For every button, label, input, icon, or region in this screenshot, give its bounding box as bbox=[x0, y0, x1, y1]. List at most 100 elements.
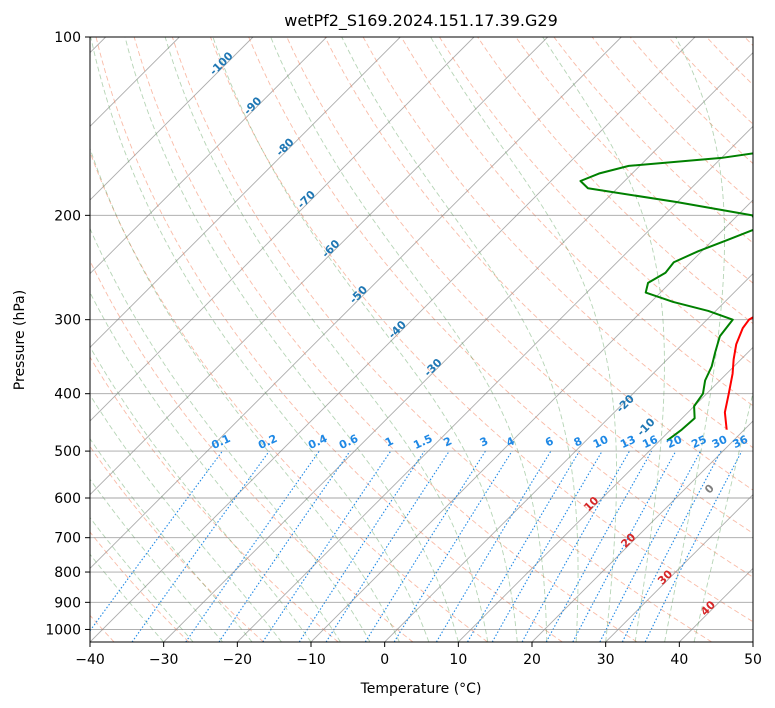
y-axis-label: Pressure (hPa) bbox=[12, 290, 28, 390]
dry-adiabat-line bbox=[553, 37, 753, 244]
mixing-ratio-label: 6 bbox=[543, 434, 556, 449]
x-tick-label: 10 bbox=[449, 652, 467, 668]
mixing-ratio-line bbox=[599, 450, 702, 642]
dewpoint-profile-line bbox=[579, 152, 753, 442]
moist-adiabat-line bbox=[90, 437, 253, 642]
isotherm-line bbox=[384, 273, 753, 642]
isotherm-label: -80 bbox=[273, 135, 296, 158]
mixing-ratio-label: 25 bbox=[689, 433, 708, 451]
mixing-ratio-label: 16 bbox=[640, 433, 660, 451]
x-tick-label: −20 bbox=[223, 652, 253, 668]
y-tick-label: 700 bbox=[54, 531, 81, 547]
mixing-ratio-label: 13 bbox=[618, 433, 637, 451]
mixing-ratio-line bbox=[521, 450, 630, 642]
moist-adiabat-line bbox=[341, 37, 579, 642]
mixing-ratio-line bbox=[644, 450, 743, 642]
isotherm-label: 20 bbox=[618, 530, 638, 550]
isotherm-line bbox=[163, 52, 753, 642]
x-tick-label: −30 bbox=[149, 652, 179, 668]
mixing-ratio-line bbox=[218, 450, 351, 642]
moist-adiabat-line bbox=[90, 394, 282, 642]
isotherm-label: -70 bbox=[295, 188, 318, 211]
moist-adiabat-line bbox=[90, 291, 341, 642]
moist-adiabat-line bbox=[90, 227, 371, 642]
y-tick-label: 900 bbox=[54, 595, 81, 611]
moist-adiabat-line bbox=[90, 345, 312, 642]
mixing-ratio-line bbox=[393, 450, 513, 642]
mixing-ratio-line bbox=[298, 450, 425, 642]
moist-adiabat-line bbox=[542, 37, 665, 642]
moist-adiabat-line bbox=[270, 37, 548, 642]
mixing-ratio-label: 3 bbox=[478, 434, 490, 449]
mixing-ratio-line bbox=[467, 450, 580, 642]
pressure-grid-lines bbox=[90, 37, 753, 630]
isotherm-line bbox=[90, 37, 327, 275]
moist-adiabat-line bbox=[90, 37, 430, 642]
isotherm-line bbox=[90, 37, 475, 422]
moist-adiabat-line bbox=[164, 37, 489, 642]
isotherm-line bbox=[90, 37, 548, 496]
dry-adiabat-line bbox=[515, 37, 753, 284]
dry-adiabat-line bbox=[744, 37, 753, 47]
moist-adiabat-line bbox=[212, 37, 518, 642]
mixing-ratio-label: 36 bbox=[731, 433, 751, 451]
y-tick-label: 800 bbox=[54, 565, 81, 581]
dry-adiabat-line bbox=[324, 37, 753, 491]
x-axis-ticks: −40 −30 −20 −10 0 10 20 30 40 50 bbox=[75, 642, 762, 668]
mixing-ratio-line bbox=[90, 450, 223, 632]
y-tick-label: 300 bbox=[54, 313, 81, 329]
mixing-ratio-label: 1.5 bbox=[411, 432, 434, 452]
moist-adiabat-line bbox=[90, 516, 194, 642]
moist-adiabat-line bbox=[90, 147, 400, 642]
chart-title: wetPf2_S169.2024.151.17.39.G29 bbox=[284, 11, 558, 31]
isotherm-line bbox=[679, 567, 753, 642]
mixing-ratio-label: 20 bbox=[665, 433, 685, 451]
mixing-ratio-label: 1 bbox=[383, 434, 395, 449]
mixing-ratio-line bbox=[364, 450, 486, 642]
plot-frame bbox=[89, 36, 754, 643]
profile-series bbox=[579, 152, 753, 442]
y-tick-label: 100 bbox=[54, 30, 81, 46]
mixing-ratio-line bbox=[545, 450, 653, 642]
x-tick-label: 50 bbox=[744, 652, 762, 668]
moist-adiabat-lines bbox=[90, 37, 753, 642]
isotherm-label: 40 bbox=[698, 598, 718, 618]
isotherm-line bbox=[90, 37, 622, 569]
x-tick-label: 30 bbox=[597, 652, 615, 668]
y-tick-label: 500 bbox=[54, 444, 81, 460]
y-tick-label: 600 bbox=[54, 491, 81, 507]
dry-adiabat-line bbox=[362, 37, 753, 449]
dry-adiabat-line bbox=[210, 37, 753, 623]
isotherm-label: -40 bbox=[386, 318, 409, 341]
isotherm-label: 0 bbox=[702, 481, 717, 496]
mixing-ratio-line bbox=[262, 450, 392, 642]
isotherm-line bbox=[90, 37, 696, 642]
mixing-ratio-line bbox=[185, 450, 320, 642]
y-axis-ticks: 100 200 300 400 500 600 700 800 900 1000 bbox=[45, 30, 90, 638]
mixing-ratio-label: 0.1 bbox=[209, 432, 232, 452]
mixing-ratio-line bbox=[621, 450, 722, 642]
mixing-ratio-lines bbox=[90, 450, 743, 642]
x-tick-label: 40 bbox=[670, 652, 688, 668]
mixing-ratio-label: 30 bbox=[710, 433, 730, 451]
isotherm-label: -20 bbox=[614, 392, 637, 415]
dry-adiabat-line bbox=[90, 531, 190, 642]
isotherm-label: -100 bbox=[207, 49, 236, 78]
dry-adiabat-line bbox=[668, 37, 753, 125]
dry-adiabat-line bbox=[477, 37, 753, 325]
mixing-ratio-label: 0.4 bbox=[306, 432, 329, 452]
dry-adiabat-line bbox=[90, 259, 414, 642]
y-tick-label: 1000 bbox=[45, 622, 81, 638]
moist-adiabat-line bbox=[430, 37, 617, 642]
dry-adiabat-line bbox=[706, 37, 753, 86]
dry-adiabat-line bbox=[95, 37, 563, 642]
isotherm-line bbox=[605, 494, 753, 642]
dry-adiabat-line bbox=[591, 37, 753, 204]
isotherm-label: -30 bbox=[421, 356, 444, 379]
y-tick-label: 200 bbox=[54, 208, 81, 224]
dry-adiabat-line bbox=[133, 37, 638, 642]
y-tick-label: 400 bbox=[54, 387, 81, 403]
isotherm-line bbox=[531, 420, 753, 642]
isotherm-line bbox=[90, 37, 254, 201]
